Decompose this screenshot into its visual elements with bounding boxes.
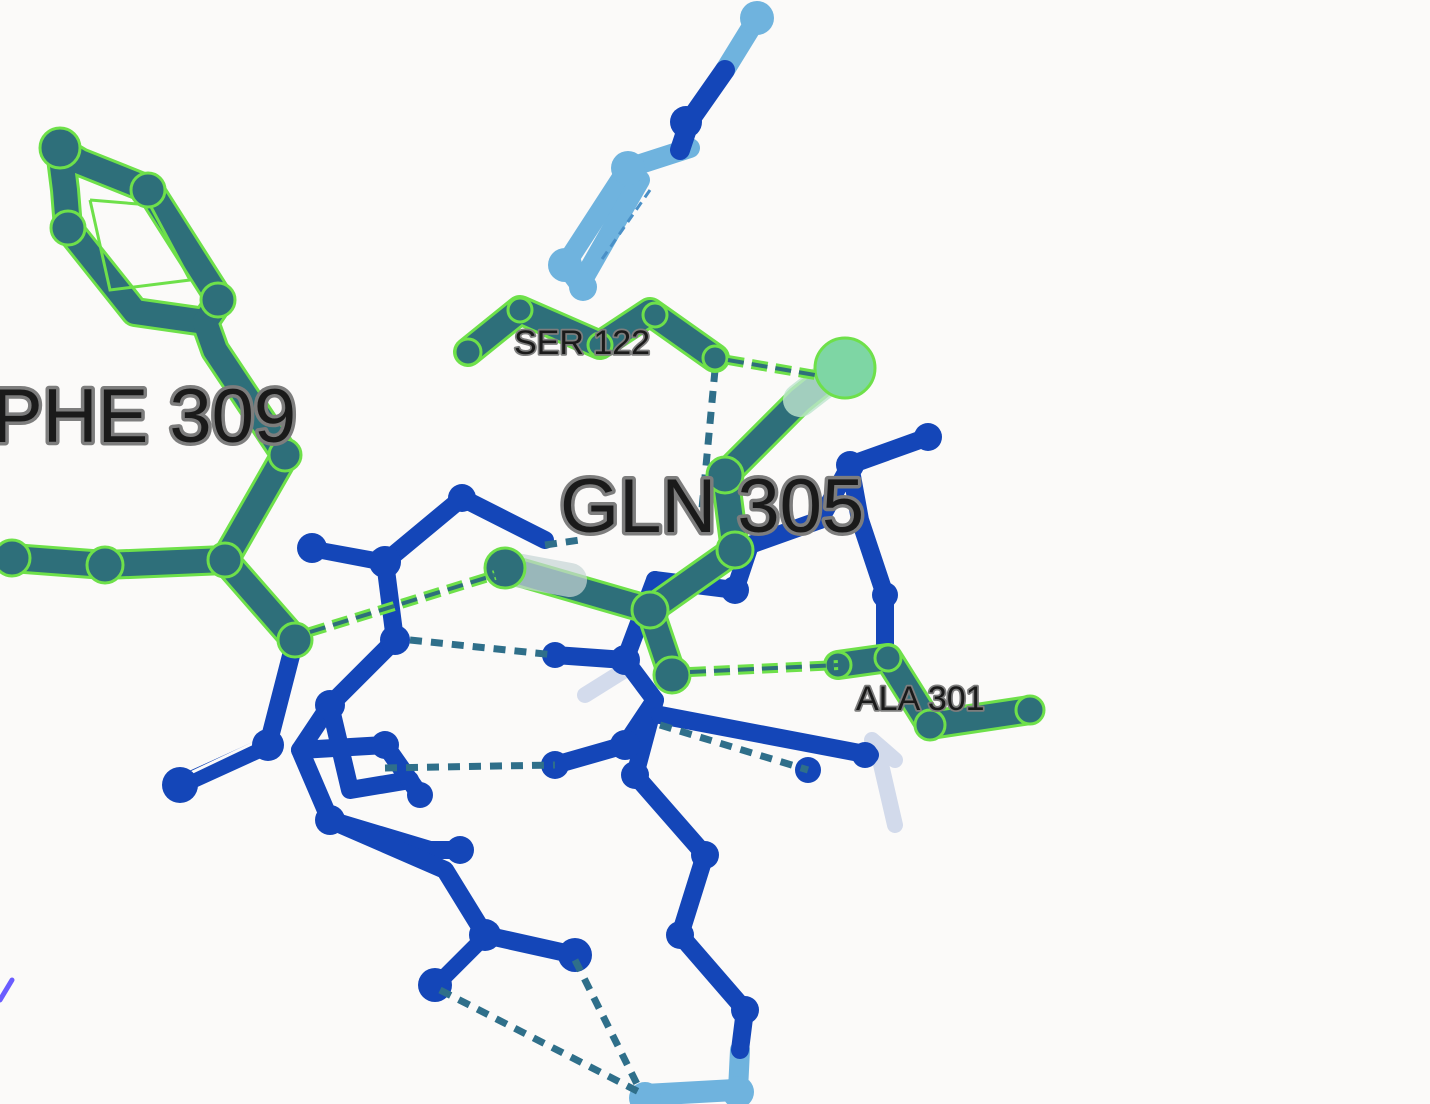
- highlight-ring-inner: [88, 198, 193, 292]
- label-ser-122: SER 122: [514, 324, 650, 362]
- label-phe-309: PHE 309: [0, 374, 296, 459]
- hbond-dashes: [384, 369, 810, 1099]
- highlight-atoms: [0, 126, 1046, 742]
- faded-background-bonds: [577, 662, 903, 833]
- focus-atom[interactable]: [813, 336, 877, 400]
- highlight-hbond-dashes-core: [309, 358, 839, 674]
- ligand-top-atoms: [548, 1, 774, 301]
- edge-fragment: [0, 977, 15, 1003]
- label-ala-301: ALA 301: [856, 680, 985, 718]
- ligand-top-nitrogen: [670, 106, 702, 138]
- label-gln-305: GLN 305: [560, 464, 864, 549]
